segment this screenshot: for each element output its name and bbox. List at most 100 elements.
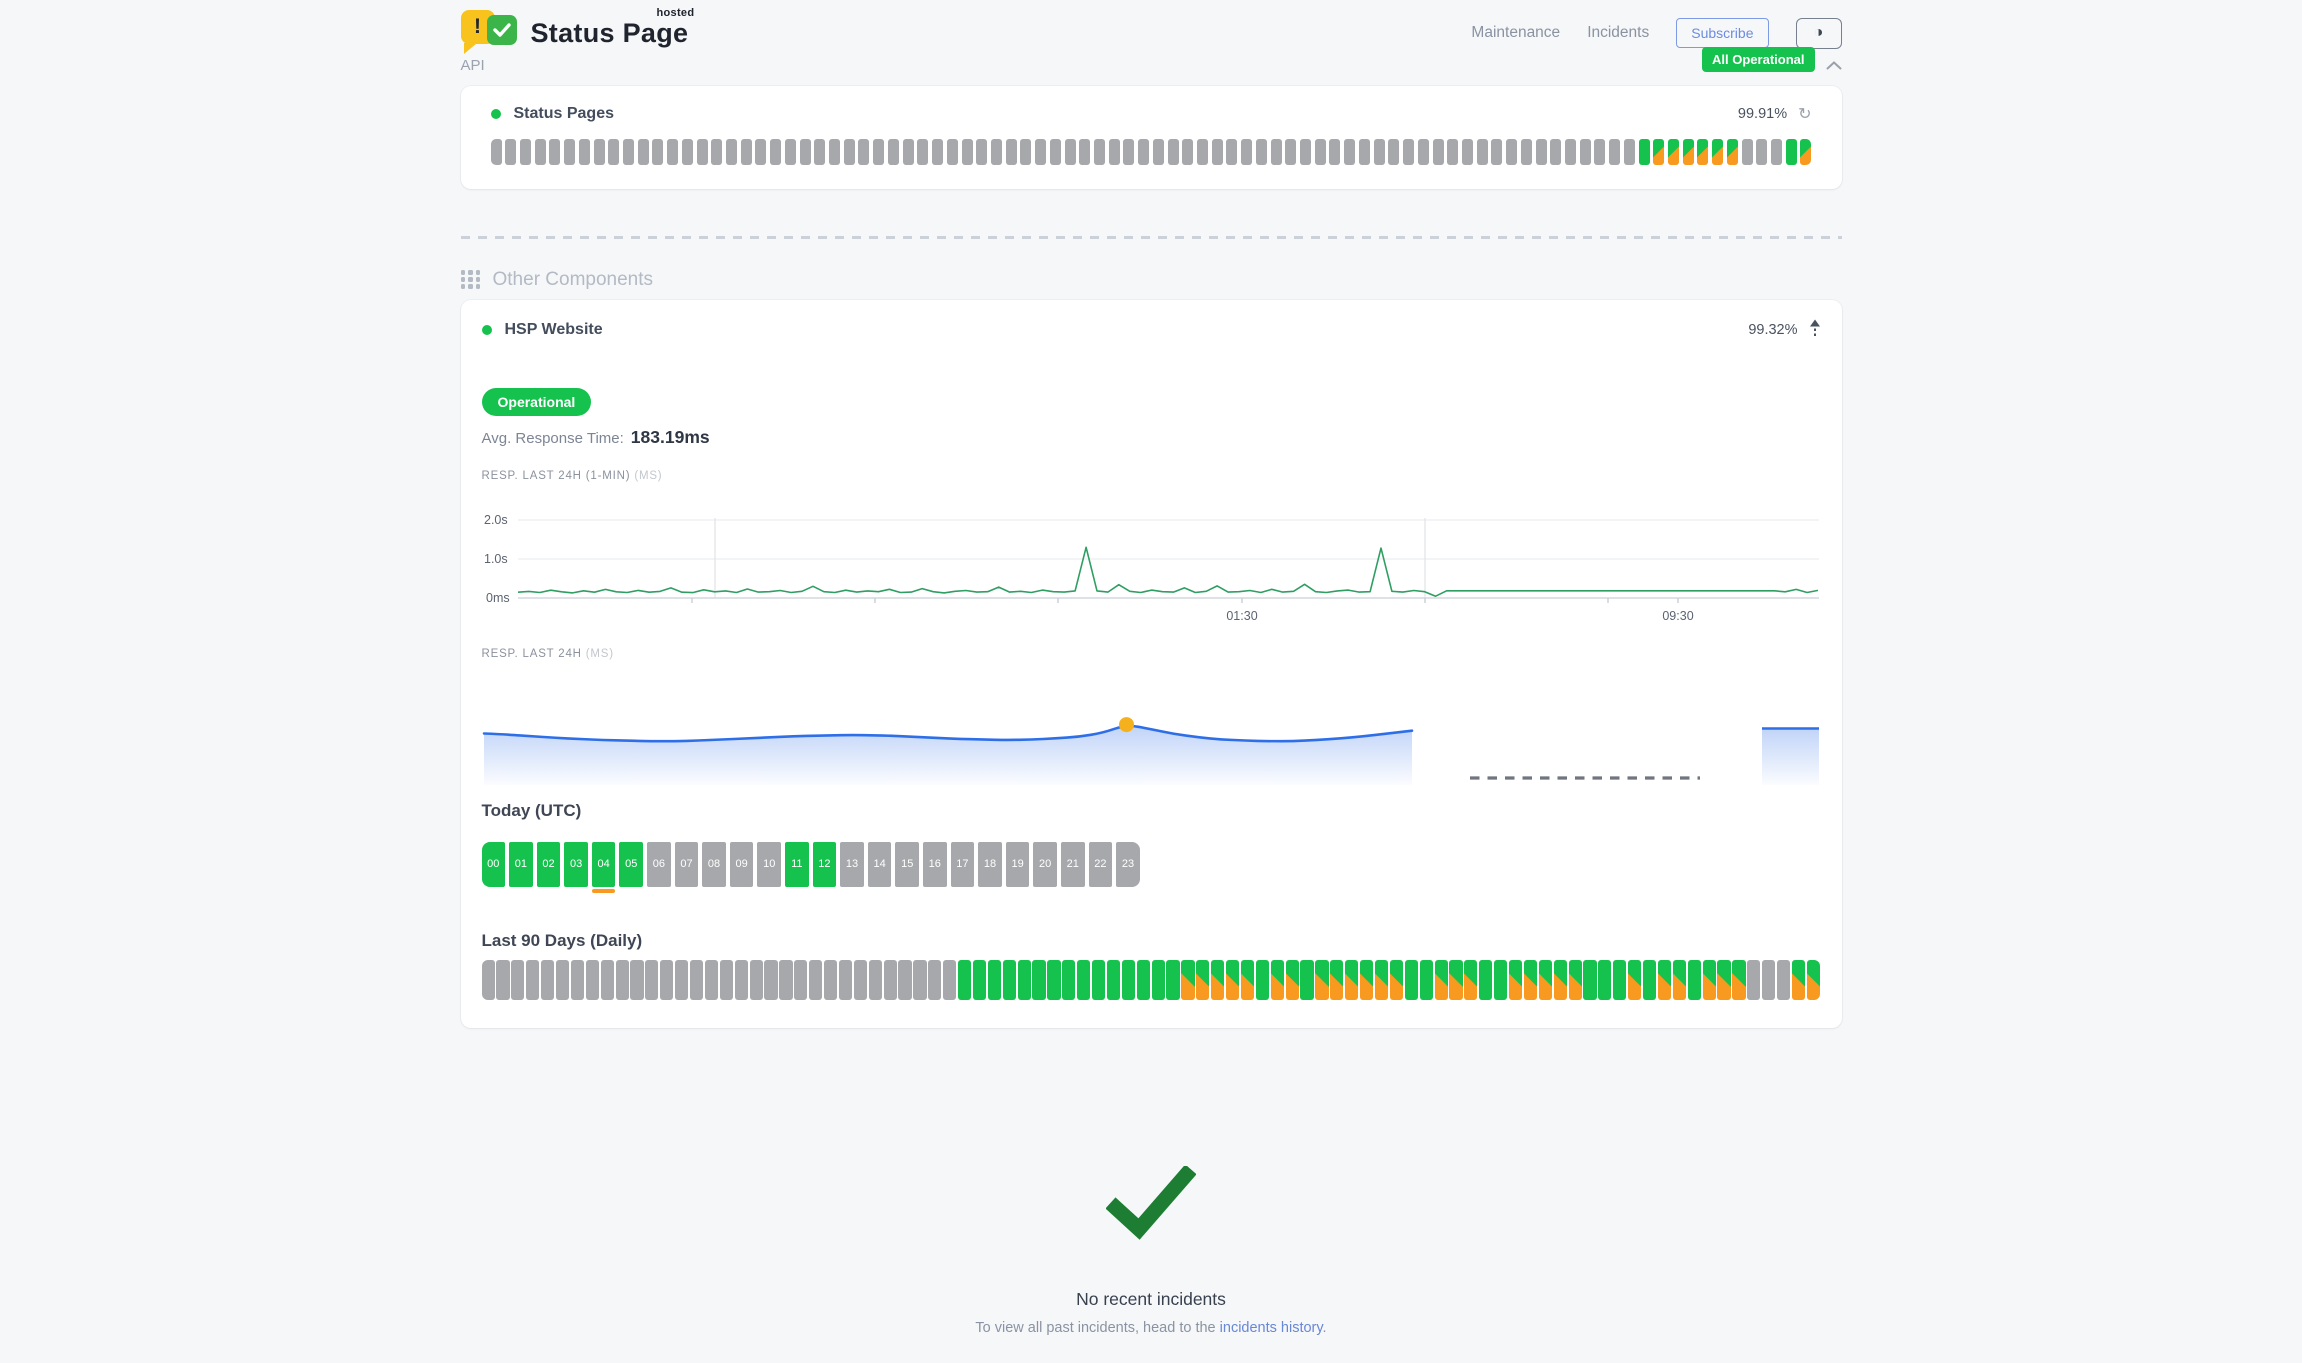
uptime-bar-nodata[interactable] (883, 959, 897, 1000)
uptime-bar-deg[interactable] (1449, 959, 1463, 1000)
uptime-bar-nodata[interactable] (1771, 139, 1783, 165)
uptime-bar-nodata[interactable] (1741, 139, 1753, 165)
uptime-bar-nodata[interactable] (496, 959, 510, 1000)
uptime-bar-nodata[interactable] (511, 959, 525, 1000)
uptime-bar-deg[interactable] (1657, 959, 1672, 1000)
hour-box-20[interactable]: 20 (1033, 841, 1057, 887)
uptime-bar-nodata[interactable] (784, 139, 796, 165)
hour-box-23[interactable]: 23 (1116, 841, 1140, 887)
uptime-bar-nodata[interactable] (689, 959, 704, 1000)
uptime-bar-nodata[interactable] (873, 139, 885, 165)
uptime-bar-up[interactable] (1642, 959, 1657, 1000)
uptime-bar-nodata[interactable] (505, 139, 517, 165)
uptime-bar-nodata[interactable] (1079, 139, 1091, 165)
uptime-bar-nodata[interactable] (681, 139, 693, 165)
uptime-bar-nodata[interactable] (630, 959, 644, 1000)
uptime-bar-nodata[interactable] (853, 959, 867, 1000)
uptime-bar-nodata[interactable] (1093, 139, 1105, 165)
uptime-bar-nodata[interactable] (794, 959, 808, 1000)
uptime-bar-nodata[interactable] (1747, 959, 1761, 1000)
nav-incidents[interactable]: Incidents (1587, 24, 1650, 41)
uptime-bar-up[interactable] (1106, 959, 1121, 1000)
uptime-bar-nodata[interactable] (1432, 139, 1444, 165)
uptime-bar-deg[interactable] (1508, 959, 1523, 1000)
uptime-bar-deg[interactable] (1653, 139, 1665, 165)
uptime-bar-nodata[interactable] (1756, 139, 1768, 165)
uptime-bar-nodata[interactable] (1167, 139, 1179, 165)
uptime-bar-nodata[interactable] (652, 139, 664, 165)
hour-box-10[interactable]: 10 (757, 841, 782, 887)
uptime-bar-nodata[interactable] (660, 959, 674, 1000)
hour-box-04[interactable]: 04 (591, 841, 616, 893)
uptime-bar-up[interactable] (1017, 959, 1031, 1000)
hour-box-00[interactable]: 00 (481, 841, 506, 887)
uptime-bar-deg[interactable] (1196, 959, 1210, 1000)
uptime-bar-nodata[interactable] (615, 959, 629, 1000)
uptime-bar-nodata[interactable] (887, 139, 899, 165)
uptime-bar-nodata[interactable] (809, 959, 823, 1000)
uptime-bar-nodata[interactable] (675, 959, 689, 1000)
uptime-bar-nodata[interactable] (1491, 139, 1503, 165)
uptime-bar-deg[interactable] (1389, 959, 1404, 1000)
uptime-bar-nodata[interactable] (1520, 139, 1532, 165)
hour-box-05[interactable]: 05 (619, 841, 644, 887)
uptime-bar-up[interactable] (972, 959, 987, 1000)
uptime-bar-nodata[interactable] (534, 139, 546, 165)
uptime-bar-nodata[interactable] (637, 139, 649, 165)
hour-box-17[interactable]: 17 (950, 841, 975, 887)
uptime-bar-nodata[interactable] (1226, 139, 1238, 165)
uptime-bar-nodata[interactable] (1197, 139, 1208, 165)
uptime-bar-up[interactable] (1151, 959, 1165, 1000)
uptime-bar-up[interactable] (987, 959, 1001, 1000)
uptime-bar-deg[interactable] (1800, 139, 1812, 165)
uptime-bar-nodata[interactable] (843, 139, 855, 165)
uptime-bar-deg[interactable] (1285, 959, 1299, 1000)
uptime-bar-nodata[interactable] (549, 139, 561, 165)
uptime-bar-nodata[interactable] (1373, 139, 1385, 165)
uptime-bar-nodata[interactable] (990, 139, 1002, 165)
uptime-bar-nodata[interactable] (799, 139, 811, 165)
hour-box-18[interactable]: 18 (978, 841, 1002, 887)
uptime-bar-nodata[interactable] (1123, 139, 1135, 165)
hour-box-15[interactable]: 15 (895, 841, 919, 887)
uptime-bar-nodata[interactable] (734, 959, 748, 1000)
uptime-bar-deg[interactable] (1330, 959, 1344, 1000)
uptime-bar-nodata[interactable] (719, 959, 733, 1000)
uptime-bar-nodata[interactable] (1300, 139, 1312, 165)
uptime-bar-nodata[interactable] (1535, 139, 1547, 165)
uptime-bar-nodata[interactable] (858, 139, 870, 165)
uptime-bar-deg[interactable] (1702, 959, 1716, 1000)
uptime-bar-nodata[interactable] (1020, 139, 1032, 165)
hour-box-22[interactable]: 22 (1088, 841, 1113, 887)
uptime-bar-nodata[interactable] (838, 959, 853, 1000)
uptime-bar-deg[interactable] (1226, 959, 1240, 1000)
uptime-bar-up[interactable] (1598, 959, 1612, 1000)
uptime-bar-deg[interactable] (1434, 959, 1448, 1000)
uptime-bar-up[interactable] (1300, 959, 1314, 1000)
uptime-bar-nodata[interactable] (943, 959, 957, 1000)
uptime-bar-nodata[interactable] (823, 959, 838, 1000)
uptime-bar-up[interactable] (1077, 959, 1091, 1000)
uptime-bar-nodata[interactable] (1138, 139, 1150, 165)
uptime-bar-nodata[interactable] (814, 139, 826, 165)
uptime-bar-nodata[interactable] (696, 139, 708, 165)
hour-box-12[interactable]: 12 (812, 841, 837, 887)
uptime-bar-nodata[interactable] (600, 959, 614, 1000)
uptime-bar-nodata[interactable] (961, 139, 973, 165)
uptime-bar-deg[interactable] (1697, 139, 1709, 165)
uptime-bar-nodata[interactable] (1506, 139, 1518, 165)
uptime-bar-nodata[interactable] (570, 959, 585, 1000)
uptime-bar-deg[interactable] (1672, 959, 1686, 1000)
subscribe-button[interactable]: Subscribe (1676, 18, 1769, 48)
uptime-bar-nodata[interactable] (622, 139, 634, 165)
uptime-bar-up[interactable] (1136, 959, 1150, 1000)
uptime-bar-nodata[interactable] (1550, 139, 1562, 165)
uptime-bar-nodata[interactable] (1403, 139, 1415, 165)
uptime-bar-nodata[interactable] (711, 139, 723, 165)
uptime-bar-deg[interactable] (1668, 139, 1679, 165)
uptime-bar-nodata[interactable] (740, 139, 752, 165)
uptime-bar-nodata[interactable] (608, 139, 620, 165)
hour-box-09[interactable]: 09 (729, 841, 754, 887)
uptime-bar-nodata[interactable] (1762, 959, 1776, 1000)
uptime-bar-up[interactable] (1479, 959, 1493, 1000)
